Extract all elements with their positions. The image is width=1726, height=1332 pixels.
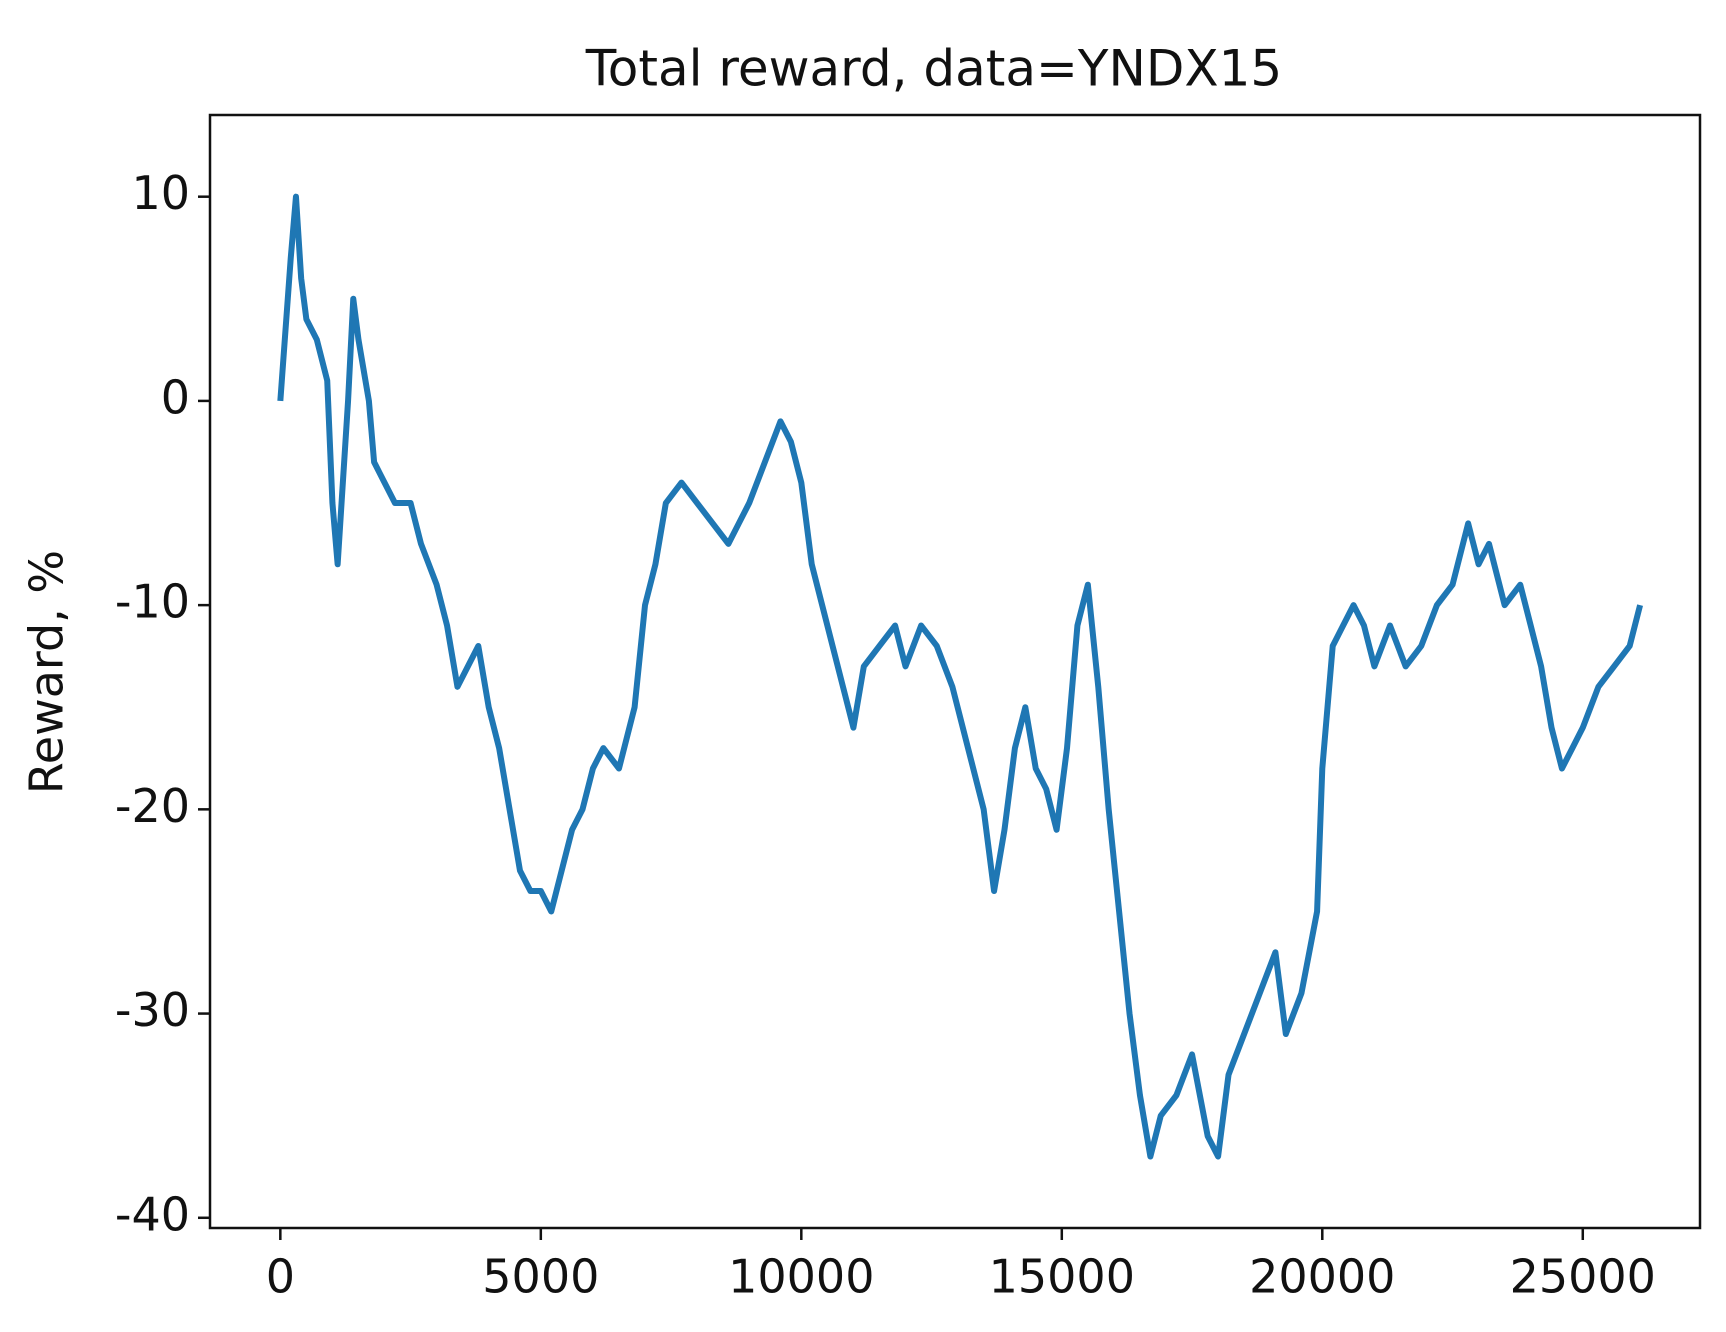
x-tick-label: 15000 [989, 1250, 1135, 1304]
y-tick-label: -20 [115, 779, 190, 833]
chart-title: Total reward, data=YNDX15 [585, 40, 1282, 98]
x-tick-label: 10000 [728, 1250, 874, 1304]
x-tick-label: 5000 [482, 1250, 599, 1304]
y-tick-label: 0 [161, 370, 190, 424]
y-tick-label: -40 [115, 1187, 190, 1241]
y-tick-label: 10 [131, 166, 190, 220]
x-tick-label: 20000 [1249, 1250, 1395, 1304]
x-tick-label: 0 [266, 1250, 295, 1304]
line [277, 193, 1643, 1160]
y-axis-label: Reward, % [20, 550, 74, 794]
x-tick-label: 25000 [1510, 1250, 1656, 1304]
plot-frame [208, 113, 1702, 1230]
y-tick-label: -10 [115, 575, 190, 629]
y-tick-label: -30 [115, 983, 190, 1037]
